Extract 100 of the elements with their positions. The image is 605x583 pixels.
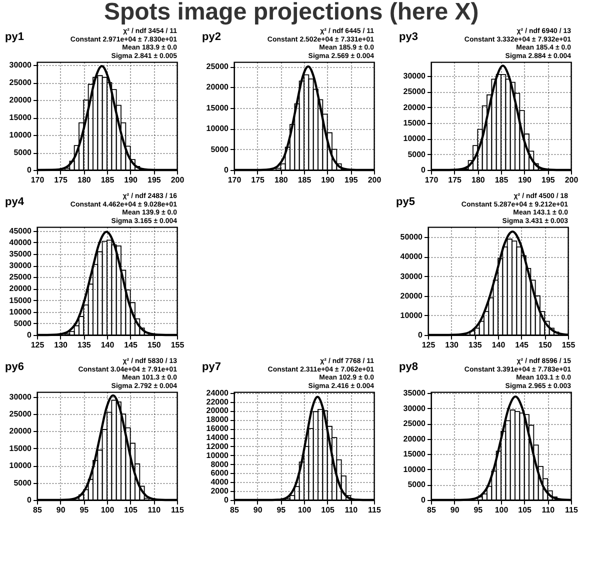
chart-title: py3	[399, 31, 418, 43]
x-tick-label: 140	[100, 340, 115, 350]
y-tick-label: 5000	[408, 480, 426, 490]
x-tick-label: 175	[448, 176, 462, 184]
y-tick-label: 20000	[206, 406, 230, 416]
x-tick-label: 100	[100, 506, 115, 514]
x-tick-label: 175	[54, 176, 68, 184]
x-tick-label: 105	[321, 506, 336, 514]
x-tick-label: 90	[253, 506, 263, 514]
x-tick-label: 115	[368, 506, 382, 514]
x-tick-label: 90	[56, 506, 66, 514]
text: Spots image projections (here X)	[104, 0, 479, 26]
y-tick-label: 5000	[210, 144, 230, 154]
x-tick-label: 170	[30, 176, 45, 184]
x-tick-label: 115	[565, 506, 579, 514]
y-tick-label: 5000	[14, 478, 32, 488]
x-tick-label: 85	[230, 506, 240, 514]
x-tick-label: 110	[344, 506, 358, 514]
y-tick-label: 30000	[403, 404, 426, 413]
x-tick-label: 115	[171, 506, 185, 514]
y-tick-label: 20000	[403, 434, 426, 444]
y-tick-label: 25000	[9, 272, 32, 282]
y-tick-label: 15000	[9, 113, 32, 122]
x-tick-label: 100	[298, 506, 312, 514]
x-tick-label: 110	[542, 506, 556, 514]
x-tick-label: 130	[54, 340, 68, 350]
y-tick-label: 15000	[9, 296, 32, 305]
y-tick-label: 30000	[9, 392, 32, 402]
y-tick-label: 0	[421, 496, 426, 504]
y-tick-label: 40000	[400, 252, 424, 262]
chart-title: py4	[5, 196, 25, 208]
y-tick-label: 5000	[14, 318, 32, 328]
y-tick-label: 35000	[9, 250, 32, 259]
y-tick-label: 10000	[400, 310, 424, 320]
y-tick-label: 10000	[206, 450, 230, 460]
y-tick-label: 20000	[403, 102, 426, 112]
x-tick-label: 85	[33, 506, 42, 514]
x-tick-label: 135	[468, 340, 482, 350]
x-tick-label: 150	[147, 340, 162, 350]
y-tick-label: 0	[27, 496, 32, 504]
chart-title: py7	[202, 361, 221, 373]
y-tick-label: 10000	[9, 461, 32, 470]
x-tick-label: 180	[471, 176, 486, 184]
y-tick-label: 24000	[206, 388, 230, 398]
x-tick-label: 90	[450, 506, 460, 514]
y-tick-label: 35000	[403, 388, 426, 398]
y-tick-label: 25000	[403, 419, 426, 428]
y-tick-label: 25000	[9, 78, 32, 88]
x-tick-label: 185	[494, 176, 509, 184]
y-tick-label: 40000	[9, 238, 32, 247]
x-tick-label: 140	[492, 340, 506, 350]
y-tick-label: 14000	[206, 433, 230, 442]
y-tick-label: 5000	[408, 150, 426, 159]
x-tick-label: 155	[170, 340, 185, 350]
y-tick-label: 10000	[403, 464, 426, 474]
y-tick-label: 10000	[9, 307, 32, 316]
x-tick-label: 135	[77, 340, 92, 350]
y-tick-label: 0	[224, 166, 230, 174]
x-tick-label: 110	[148, 506, 162, 514]
x-tick-label: 180	[77, 176, 92, 184]
y-tick-label: 20000	[9, 284, 32, 294]
chart-title: py5	[396, 196, 415, 208]
chart-title: py1	[5, 31, 24, 43]
x-tick-label: 170	[424, 176, 439, 184]
chart-title: py2	[202, 31, 221, 43]
y-tick-label: 20000	[9, 96, 32, 105]
x-tick-label: 145	[124, 340, 138, 350]
y-tick-label: 25000	[403, 87, 426, 96]
y-tick-label: 0	[224, 496, 230, 504]
x-tick-label: 95	[474, 506, 484, 514]
y-tick-label: 30000	[9, 261, 32, 270]
x-tick-label: 100	[494, 506, 509, 514]
y-tick-label: 2000	[210, 486, 230, 496]
x-tick-label: 85	[427, 506, 436, 514]
y-tick-label: 20000	[400, 291, 424, 300]
y-tick-label: 10000	[206, 124, 230, 134]
x-tick-label: 105	[124, 506, 138, 514]
y-tick-label: 8000	[210, 460, 230, 469]
chart-title: py6	[5, 361, 24, 373]
x-tick-label: 180	[274, 176, 288, 184]
x-tick-label: 185	[298, 176, 312, 184]
x-tick-label: 175	[251, 176, 266, 184]
y-tick-label: 25000	[206, 62, 230, 72]
x-tick-label: 130	[445, 340, 460, 350]
x-tick-label: 195	[147, 176, 162, 184]
y-tick-label: 30000	[400, 272, 424, 281]
chart-title: py8	[399, 361, 418, 373]
y-tick-label: 15000	[9, 444, 32, 453]
y-tick-label: 12000	[206, 442, 230, 451]
x-tick-label: 145	[515, 340, 530, 350]
x-tick-label: 155	[562, 340, 576, 350]
y-tick-label: 18000	[206, 415, 230, 424]
y-tick-label: 20000	[206, 82, 230, 92]
y-tick-label: 50000	[400, 232, 424, 242]
x-tick-label: 195	[344, 176, 358, 184]
x-tick-label: 190	[321, 176, 336, 184]
y-tick-label: 30000	[403, 72, 426, 81]
x-tick-label: 150	[538, 340, 552, 350]
x-tick-label: 200	[564, 176, 579, 184]
y-tick-label: 5000	[14, 148, 32, 158]
